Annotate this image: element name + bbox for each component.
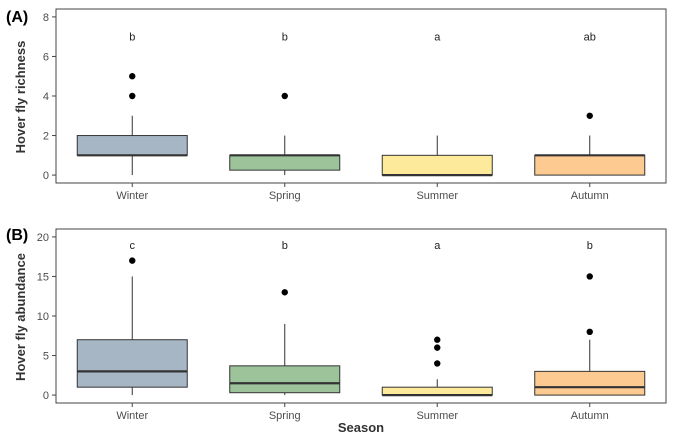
significance-letter-summer: a	[434, 32, 441, 44]
outlier-point-summer	[434, 360, 441, 367]
x-tick-label: Spring	[269, 410, 301, 422]
outlier-point-autumn	[586, 112, 593, 119]
y-tick-label: 2	[43, 131, 49, 143]
x-tick-label: Autumn	[571, 410, 609, 422]
box-winter	[76, 339, 188, 388]
panel-b-label: (B)	[6, 227, 28, 244]
y-tick-label: 0	[43, 170, 49, 182]
significance-letter-winter: c	[130, 240, 136, 252]
significance-letter-autumn: ab	[584, 32, 596, 44]
box-summer	[381, 386, 493, 396]
box-autumn	[534, 154, 646, 176]
outlier-point-spring	[281, 289, 288, 296]
x-tick-label: Summer	[416, 410, 458, 422]
outlier-point-spring	[281, 92, 288, 100]
panel-b-abundance: (B) Hover fly abundance 0 5 10 15 20 Winter S…	[6, 227, 667, 435]
outlier-point-winter	[129, 73, 136, 80]
box-winter	[76, 135, 188, 156]
panel-b-y-axis-label: Hover fly abundance	[13, 253, 28, 381]
outlier-point-autumn	[586, 328, 593, 336]
significance-letter-autumn: b	[587, 240, 593, 252]
y-tick-label: 10	[37, 311, 49, 323]
outlier-point-summer	[434, 344, 441, 351]
significance-letter-spring: b	[282, 240, 288, 252]
box-spring	[229, 365, 341, 394]
panel-a-boxes	[76, 73, 646, 177]
x-tick-label: Winter	[116, 410, 148, 422]
y-tick-label: 5	[43, 351, 49, 363]
x-tick-label: Summer	[416, 190, 458, 202]
y-tick-label: 0	[43, 390, 49, 402]
x-tick-label: Spring	[269, 190, 301, 202]
panel-b-x-axis: Winter Spring Summer Autumn	[116, 403, 609, 422]
panel-a-x-axis: Winter Spring Summer Autumn	[116, 183, 609, 202]
panel-b-y-axis: 0 5 10 15 20	[37, 232, 56, 402]
outlier-point-autumn	[586, 273, 593, 280]
y-tick-label: 8	[43, 12, 49, 24]
box-autumn	[534, 370, 646, 396]
panel-a-richness: (A) Hover fly richness 0 2 4 6 8 Winter Sprin…	[6, 8, 667, 202]
panel-a-label: (A)	[6, 9, 28, 26]
y-tick-label: 6	[43, 51, 49, 63]
panel-a-significance-letters: b b a ab	[129, 32, 596, 44]
y-tick-label: 4	[43, 91, 49, 103]
significance-letter-summer: a	[434, 240, 441, 252]
y-tick-label: 20	[37, 232, 49, 244]
x-tick-label: Autumn	[571, 190, 609, 202]
panel-a-y-axis: 0 2 4 6 8	[43, 12, 56, 182]
panel-b-boxes	[76, 257, 646, 397]
box-summer	[381, 154, 493, 176]
x-tick-label: Winter	[116, 190, 148, 202]
y-tick-label: 15	[37, 271, 49, 283]
panel-a-y-axis-label: Hover fly richness	[13, 41, 28, 154]
significance-letter-spring: b	[282, 32, 288, 44]
outlier-point-summer	[434, 336, 441, 343]
outlier-point-winter	[129, 92, 136, 100]
significance-letter-winter: b	[129, 32, 135, 44]
outlier-point-winter	[129, 257, 136, 264]
box-spring	[229, 154, 341, 171]
x-axis-label: Season	[338, 420, 384, 435]
